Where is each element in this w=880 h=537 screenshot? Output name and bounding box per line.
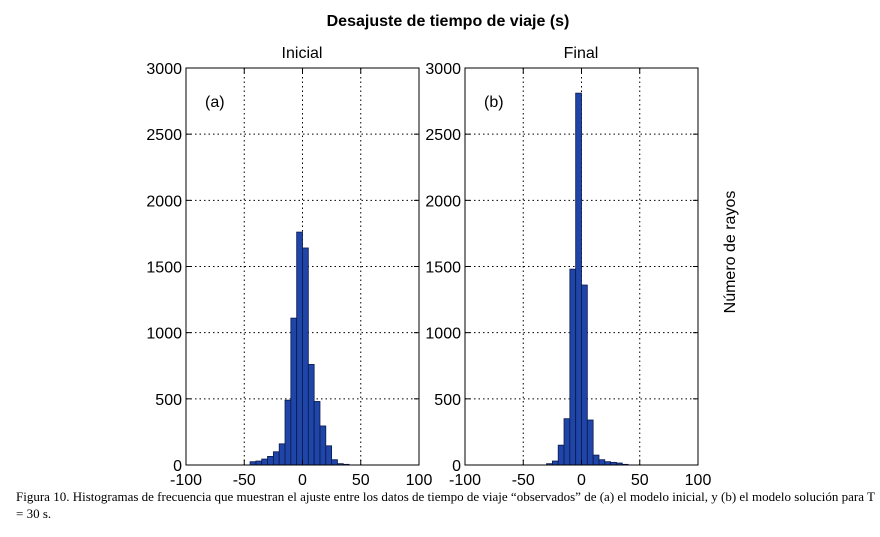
histogram-bar bbox=[563, 418, 571, 466]
histogram-bar bbox=[586, 419, 594, 466]
x-tick-label: 50 bbox=[352, 472, 370, 489]
histogram-bar bbox=[261, 458, 268, 466]
histogram-bar bbox=[551, 460, 559, 466]
histogram-bar bbox=[557, 444, 565, 466]
y-tick-label: 2000 bbox=[146, 193, 182, 210]
histogram-bar bbox=[319, 425, 327, 466]
x-tick-label: 100 bbox=[406, 472, 433, 489]
histogram-bar bbox=[592, 454, 600, 466]
y-tick-label: 1500 bbox=[146, 260, 182, 277]
histogram-bar bbox=[581, 284, 588, 466]
y-tick-label: 2500 bbox=[425, 127, 461, 144]
y-tick-label: 1500 bbox=[425, 260, 461, 277]
figure-caption: Figura 10. Histogramas de frecuencia que… bbox=[16, 489, 875, 521]
y-tick-label: 500 bbox=[155, 392, 182, 409]
histogram-bar bbox=[272, 451, 280, 466]
histogram-bar bbox=[296, 231, 303, 466]
histogram-bar bbox=[284, 399, 292, 466]
y-tick-label: 2000 bbox=[425, 193, 461, 210]
y-tick-label: 0 bbox=[173, 458, 182, 475]
histogram-bar bbox=[278, 443, 286, 466]
x-tick-label: 100 bbox=[685, 472, 712, 489]
y-tick-label: 0 bbox=[452, 458, 461, 475]
x-tick-label: 0 bbox=[577, 472, 586, 489]
histogram-bar bbox=[290, 317, 298, 466]
y-tick-label: 500 bbox=[434, 392, 461, 409]
x-tick-label: 50 bbox=[631, 472, 649, 489]
histogram-bar bbox=[313, 401, 321, 466]
y-tick-label: 2500 bbox=[146, 127, 182, 144]
histogram-bar bbox=[307, 364, 315, 466]
x-tick-label: -100 bbox=[449, 472, 481, 489]
histogram-bar bbox=[569, 268, 577, 466]
y-tick-label: 1000 bbox=[146, 326, 182, 343]
y-tick-label: 3000 bbox=[146, 61, 182, 78]
panel-title-inicial: Inicial bbox=[282, 45, 323, 62]
panel-label-a: (a) bbox=[205, 94, 225, 111]
histogram-bar bbox=[267, 455, 274, 466]
figure-title: Desajuste de tiempo de viaje (s) bbox=[327, 13, 570, 30]
y-tick-label: 3000 bbox=[425, 61, 461, 78]
panel-inicial: Inicial (a) -100 -50 0 50 100050010001500200… bbox=[146, 45, 432, 489]
histogram-bar bbox=[302, 247, 309, 466]
histogram-bar bbox=[331, 459, 338, 466]
histogram-bar bbox=[255, 460, 263, 466]
histogram-bar bbox=[598, 459, 606, 466]
histogram-bar bbox=[325, 445, 333, 466]
panel-label-b: (b) bbox=[484, 94, 504, 111]
histogram-bar bbox=[575, 92, 582, 466]
panel-title-final: Final bbox=[564, 45, 599, 62]
x-tick-label: -50 bbox=[512, 472, 535, 489]
x-tick-label: 0 bbox=[298, 472, 307, 489]
panel-final: Final (b) -100 -50 0 50 10005001000150020002… bbox=[425, 45, 711, 489]
y-tick-label: 1000 bbox=[425, 326, 461, 343]
x-tick-label: -100 bbox=[170, 472, 202, 489]
y-axis-label: Número de rayos bbox=[722, 191, 739, 314]
x-tick-label: -50 bbox=[233, 472, 256, 489]
